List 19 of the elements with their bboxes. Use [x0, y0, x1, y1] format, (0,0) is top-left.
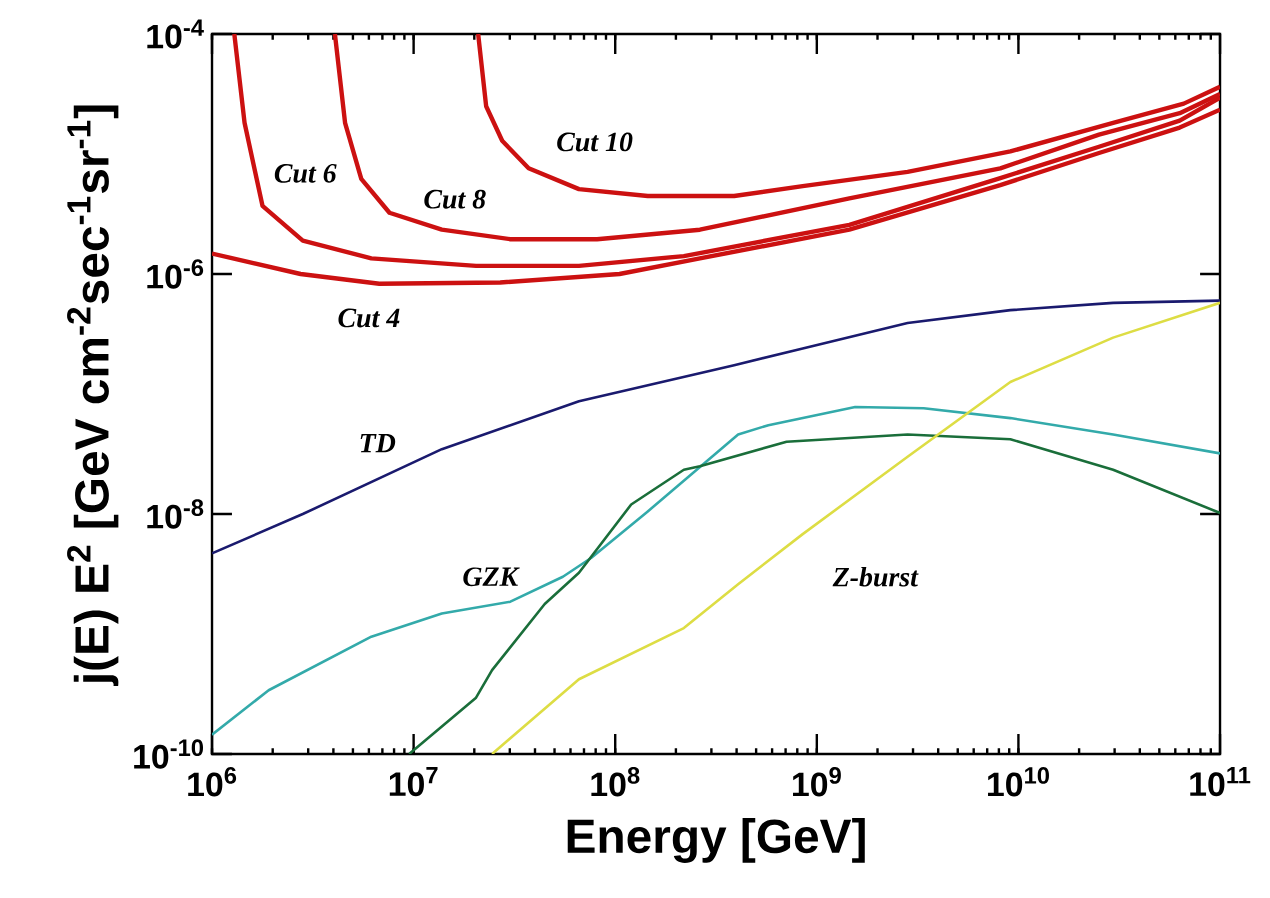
y-tick-label: 10$^{-6}$ — [147, 259, 204, 289]
series-label: Cut 4 — [338, 308, 400, 328]
x-tick-label: 10$^{6}$ — [188, 767, 237, 797]
x-tick-label: 10$^{10}$ — [988, 767, 1049, 797]
x-axis-title: Energy [GeV] — [567, 818, 865, 863]
series-label: GZK — [463, 567, 520, 587]
series-label: Cut 10 — [557, 132, 633, 152]
x-tick-label: 10$^{9}$ — [793, 767, 841, 797]
y-tick-label: 10$^{-8}$ — [147, 499, 204, 529]
y-tick-label: 10$^{-4}$ — [147, 19, 204, 49]
series-label: Cut 6 — [274, 163, 337, 183]
y-tick-label: 10$^{-10}$ — [134, 739, 204, 769]
series-label: TD — [360, 433, 396, 453]
text: j(E) E$^{2}$ [GeV cm$^{-2}$sec$^{-1}$sr$^{-1}$] — [67, 105, 119, 686]
series-label: Cut 8 — [424, 189, 486, 209]
x-tick-label: 10$^{11}$ — [1190, 767, 1251, 797]
series-label: Z-burst — [832, 566, 919, 587]
x-tick-label: 10$^{7}$ — [389, 767, 438, 797]
x-tick-label: 10$^{8}$ — [591, 767, 640, 797]
